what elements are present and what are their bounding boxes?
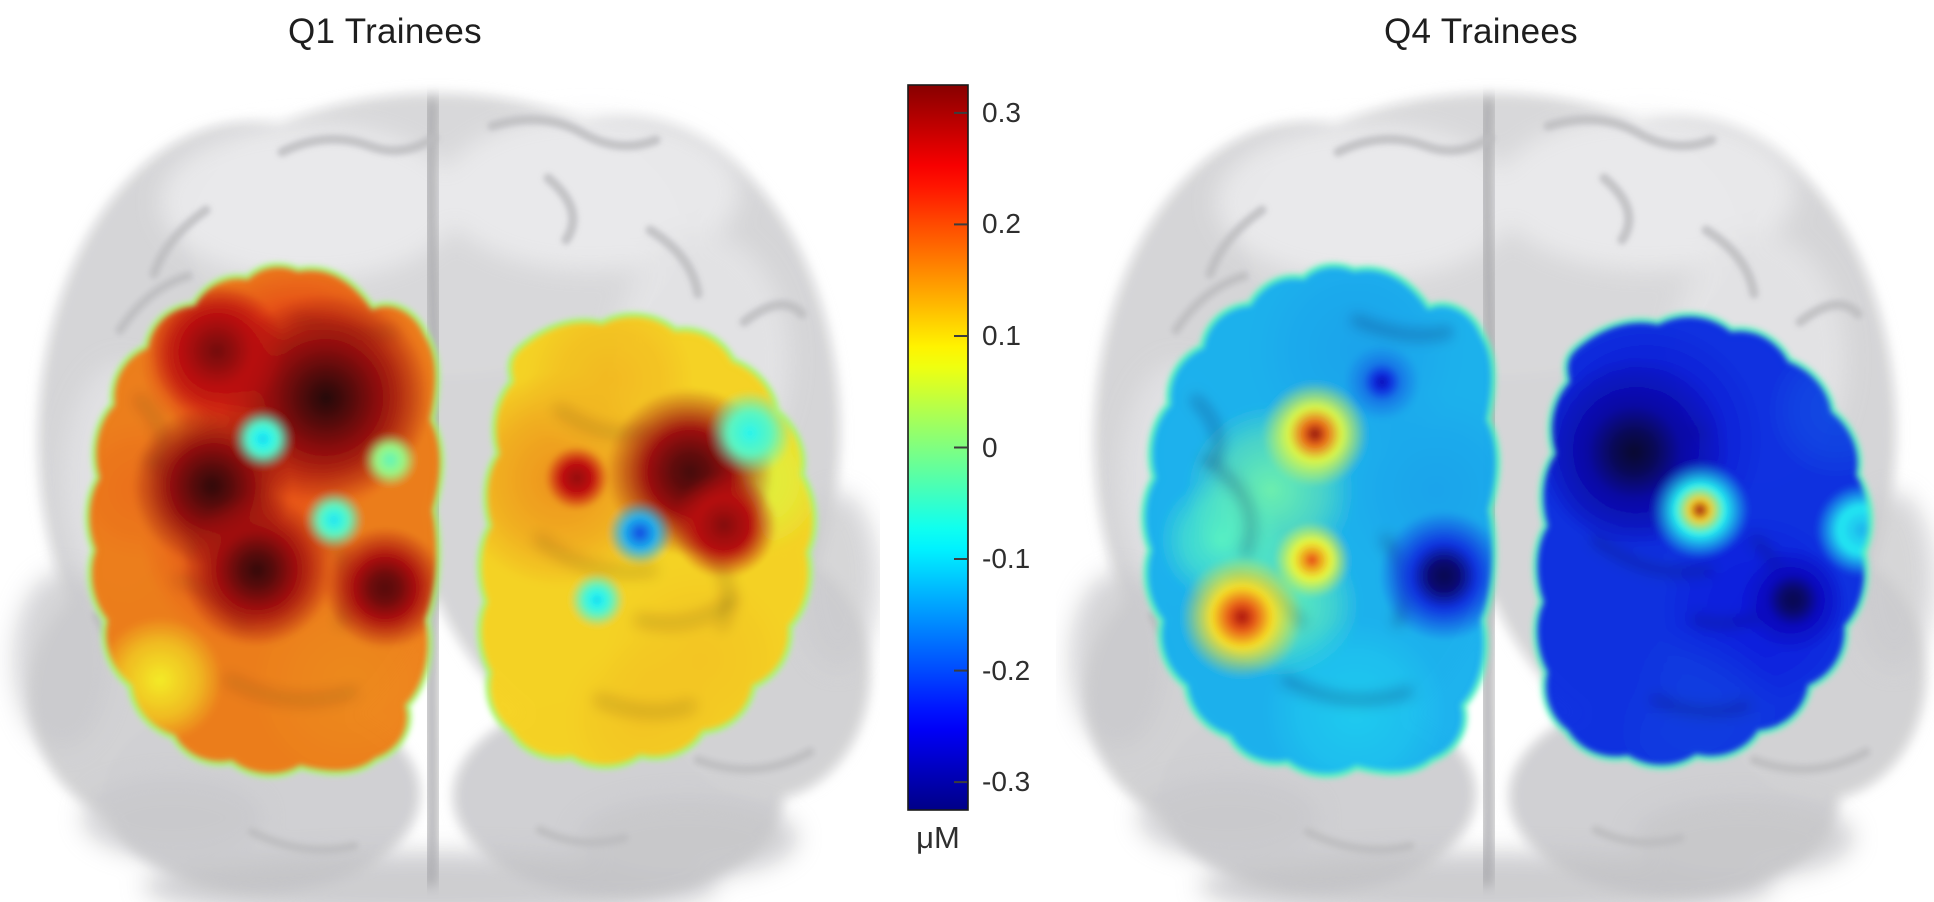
colorbar-tick-label: -0.2 [982, 655, 1031, 686]
colorbar-tick-label: 0.1 [982, 320, 1021, 351]
brain-map-q4 [1056, 60, 1934, 902]
brain-surface-svg-q1 [14, 93, 878, 902]
colorbar-unit-label: μM [916, 820, 960, 855]
colorbar-tick-label: 0.3 [982, 97, 1021, 128]
brain-surface-svg-q4 [1070, 93, 1934, 902]
panel-title-q1: Q1 Trainees [288, 12, 482, 51]
colorbar-tick-label: -0.3 [982, 766, 1031, 797]
colorbar-gradient-svg [907, 84, 969, 811]
colorbar-tick-labels: 0.3 0.2 0.1 0 -0.1 -0.2 -0.3 [880, 0, 1060, 902]
colorbar-tick-label: 0 [982, 432, 998, 463]
colorbar-tick-label: 0.2 [982, 208, 1021, 239]
colorbar: 0.3 0.2 0.1 0 -0.1 -0.2 -0.3 μM [880, 0, 1060, 902]
panel-title-q4: Q4 Trainees [1384, 12, 1578, 51]
brain-map-q1 [0, 60, 880, 902]
colorbar-tick-label: -0.1 [982, 543, 1031, 574]
